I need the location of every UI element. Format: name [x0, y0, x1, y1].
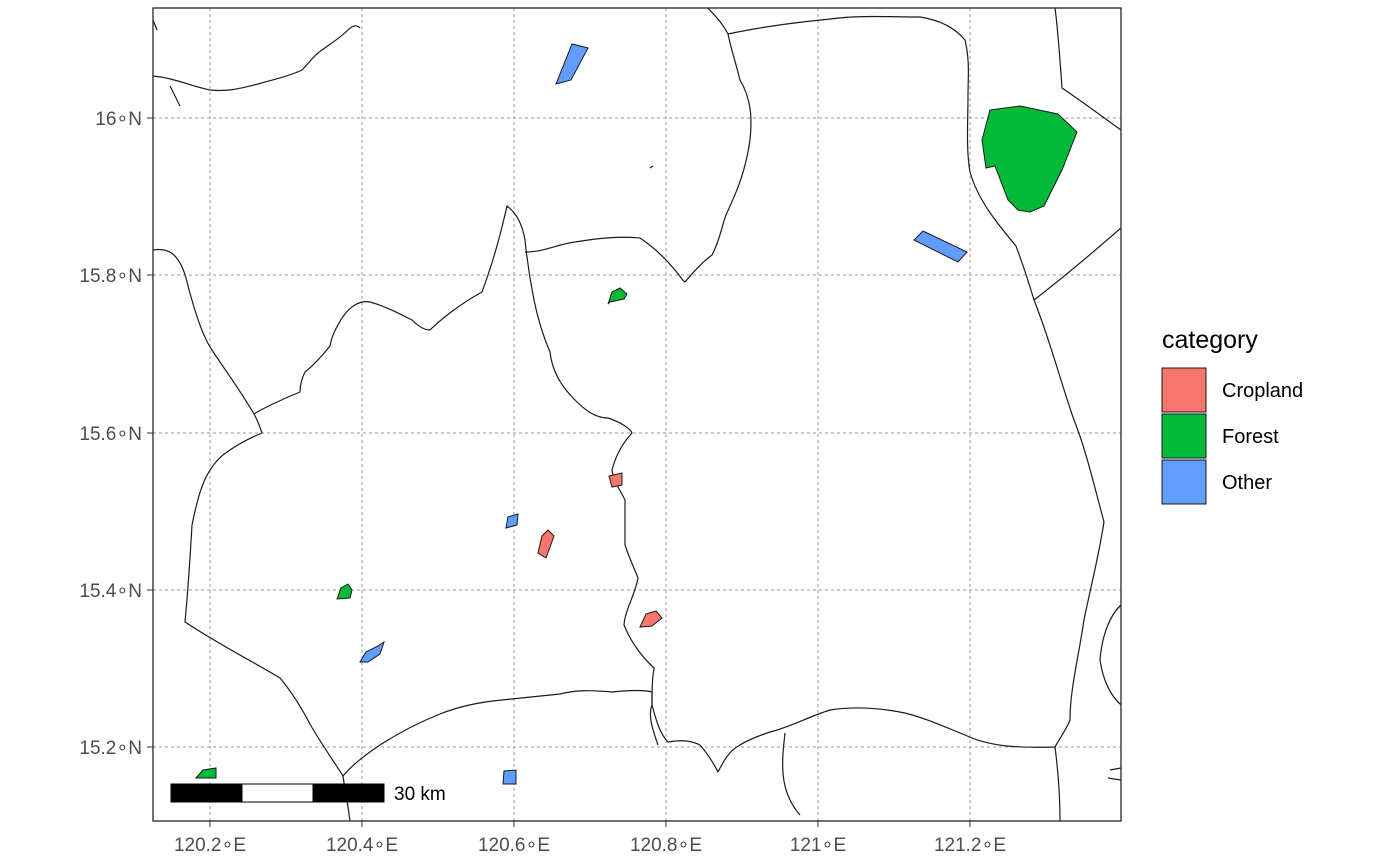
- boundary-western-province: [184, 205, 659, 777]
- polygon-other-west: [359, 640, 385, 663]
- boundaries: [153, 8, 1121, 821]
- x-tick-label: 120.8∘E: [630, 835, 702, 856]
- scale-bar-segment-3: [312, 783, 385, 803]
- axis-ticks: [147, 117, 971, 827]
- x-tick-label: 120.4∘E: [326, 835, 398, 856]
- legend: category Cropland Forest Other: [1161, 326, 1303, 505]
- y-axis-labels: 16∘N 15.8∘N 15.6∘N 15.4∘N 15.2∘N: [79, 109, 142, 759]
- boundary-east-diagonal: [1033, 227, 1121, 301]
- polygon-forest-west: [336, 583, 353, 600]
- polygon-other-north: [555, 43, 589, 85]
- polygon-other-center: [505, 513, 519, 529]
- boundary-central-north: [524, 33, 752, 283]
- x-axis-labels: 120.2∘E 120.4∘E 120.6∘E 120.8∘E 121∘E 12…: [174, 835, 1006, 856]
- polygon-cropland-3: [639, 610, 663, 628]
- y-tick-label: 15.8∘N: [79, 266, 142, 287]
- scale-bar: 30 km: [170, 783, 446, 805]
- coastline-fragment: [169, 85, 181, 107]
- boundary-north-central: [611, 8, 1105, 773]
- polygon-forest-central: [607, 287, 628, 305]
- legend-title: category: [1162, 326, 1258, 354]
- coastline-northwest: [153, 25, 361, 92]
- boundary-south-1: [782, 732, 801, 816]
- x-tick-label: 120.2∘E: [174, 835, 246, 856]
- graticule: [153, 8, 1121, 821]
- y-tick-label: 15.2∘N: [79, 738, 142, 759]
- legend-swatch-cropland: [1161, 367, 1207, 413]
- panel-border: [152, 7, 1122, 822]
- scale-bar-segment-1: [170, 783, 243, 803]
- y-tick-label: 16∘N: [95, 109, 142, 130]
- boundary-southeast-small: [1107, 767, 1121, 781]
- polygon-other-east: [913, 230, 968, 263]
- land-use-polygons: [194, 43, 1078, 785]
- legend-swatch-forest: [1161, 413, 1207, 459]
- polygon-forest-southwest: [194, 767, 217, 779]
- y-tick-label: 15.6∘N: [79, 424, 142, 445]
- boundary-northeast: [1054, 8, 1121, 131]
- legend-label-cropland: Cropland: [1222, 380, 1303, 402]
- legend-label-other: Other: [1222, 472, 1272, 494]
- boundary-southeast-edge: [1099, 604, 1121, 706]
- islet: [649, 165, 654, 169]
- boundary-west-upper: [153, 248, 255, 415]
- scale-bar-label: 30 km: [394, 784, 446, 805]
- x-tick-label: 121.2∘E: [934, 835, 1006, 856]
- legend-label-forest: Forest: [1222, 426, 1279, 448]
- map-panel: [153, 8, 1121, 821]
- x-tick-label: 121∘E: [790, 835, 846, 856]
- x-tick-label: 120.6∘E: [478, 835, 550, 856]
- boundary-south-2: [1054, 746, 1061, 821]
- y-tick-label: 15.4∘N: [79, 581, 142, 602]
- legend-swatch-other: [1161, 459, 1207, 505]
- polygon-other-south: [502, 769, 517, 785]
- polygon-cropland-1: [608, 472, 623, 488]
- polygon-forest-northeast: [981, 105, 1078, 213]
- scale-bar-segment-2: [241, 783, 314, 803]
- polygon-cropland-2: [537, 529, 555, 559]
